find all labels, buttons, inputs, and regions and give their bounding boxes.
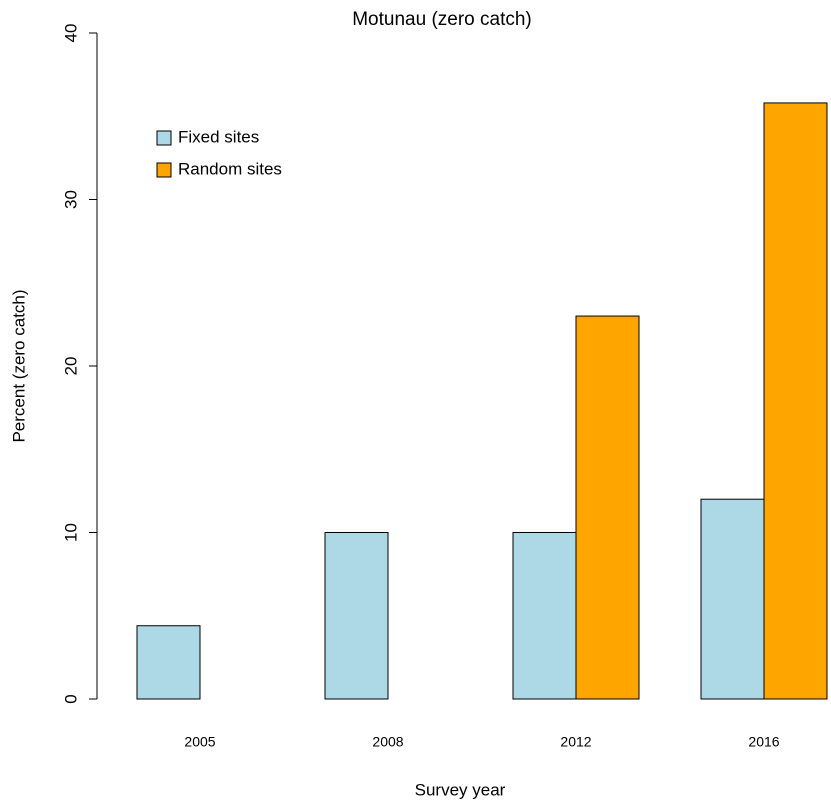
x-tick-label: 2008 [372, 734, 403, 750]
bar [324, 532, 389, 700]
y-tick-label: 40 [61, 24, 80, 43]
bar [512, 532, 577, 700]
x-tick-label: 2016 [748, 734, 779, 750]
chart-title: Motunau (zero catch) [352, 9, 532, 30]
y-axis-label: Percent (zero catch) [9, 289, 28, 442]
x-tick-label: 2012 [560, 734, 591, 750]
y-tick-label: 10 [61, 523, 80, 542]
bar [575, 315, 640, 700]
legend-label: Fixed sites [178, 127, 259, 146]
y-tick-label: 20 [61, 357, 80, 376]
y-tick-label: 0 [61, 694, 80, 703]
bar [763, 102, 828, 700]
bar [136, 625, 201, 700]
bar [700, 498, 765, 700]
y-tick-label: 30 [61, 190, 80, 209]
x-tick-label: 2005 [184, 734, 215, 750]
legend-label: Random sites [178, 159, 282, 178]
x-axis-label: Survey year [415, 780, 506, 799]
legend-swatch [156, 130, 172, 146]
legend-swatch [156, 162, 172, 178]
